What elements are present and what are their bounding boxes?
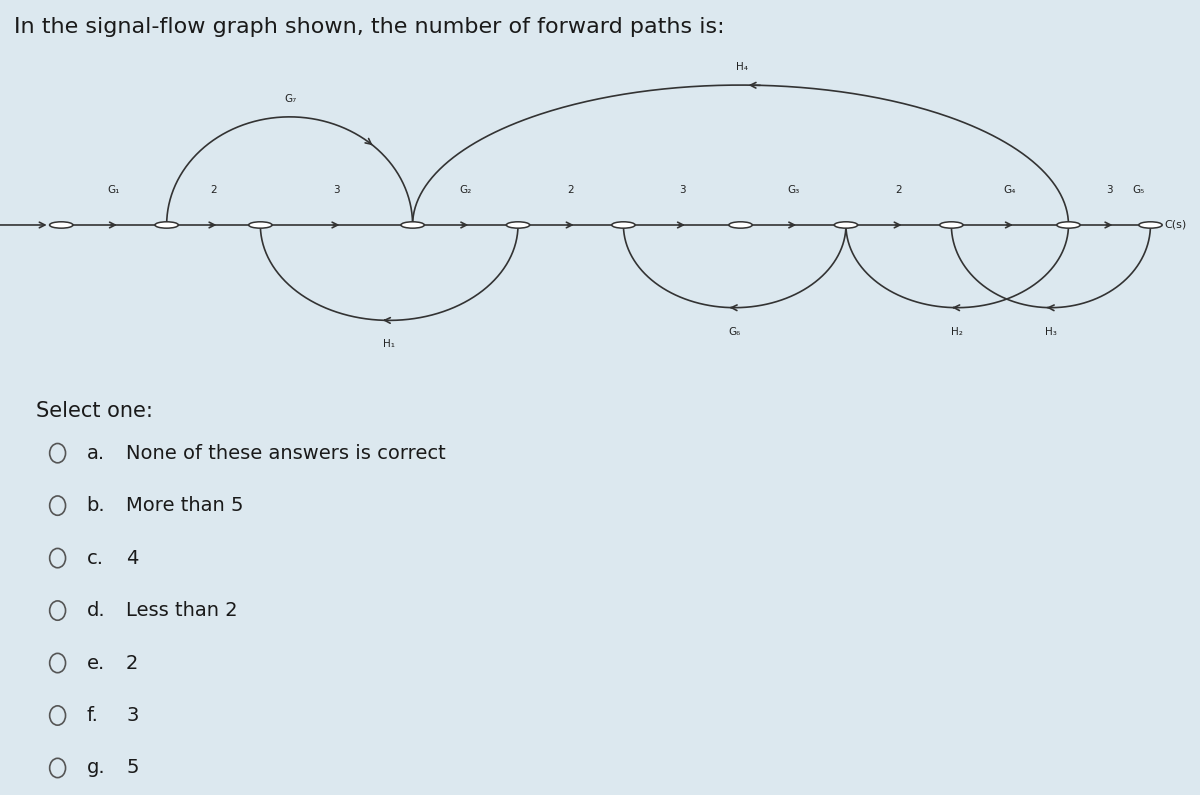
Text: 5: 5 bbox=[126, 758, 138, 778]
Circle shape bbox=[155, 222, 179, 228]
Text: 3: 3 bbox=[679, 185, 685, 195]
Text: H₂: H₂ bbox=[952, 327, 964, 337]
Text: G₂: G₂ bbox=[460, 185, 472, 195]
Text: Select one:: Select one: bbox=[36, 401, 152, 421]
Text: More than 5: More than 5 bbox=[126, 496, 244, 515]
Text: H₁: H₁ bbox=[383, 339, 395, 350]
Circle shape bbox=[728, 222, 752, 228]
Text: H₃: H₃ bbox=[1045, 327, 1057, 337]
Text: 4: 4 bbox=[126, 549, 138, 568]
Text: 2: 2 bbox=[210, 185, 217, 195]
Text: Less than 2: Less than 2 bbox=[126, 601, 238, 620]
Text: c.: c. bbox=[86, 549, 103, 568]
Circle shape bbox=[1057, 222, 1080, 228]
Text: G₃: G₃ bbox=[787, 185, 799, 195]
Text: G₇: G₇ bbox=[284, 94, 296, 104]
Text: 3: 3 bbox=[126, 706, 138, 725]
Circle shape bbox=[940, 222, 964, 228]
Circle shape bbox=[49, 222, 73, 228]
Circle shape bbox=[506, 222, 529, 228]
Text: 2: 2 bbox=[568, 185, 574, 195]
Text: 2: 2 bbox=[126, 653, 138, 673]
Circle shape bbox=[834, 222, 858, 228]
Text: 3: 3 bbox=[1106, 185, 1112, 195]
Text: e.: e. bbox=[86, 653, 104, 673]
Text: G₁: G₁ bbox=[108, 185, 120, 195]
Text: None of these answers is correct: None of these answers is correct bbox=[126, 444, 445, 463]
Text: f.: f. bbox=[86, 706, 98, 725]
Text: 3: 3 bbox=[334, 185, 340, 195]
Circle shape bbox=[401, 222, 425, 228]
Circle shape bbox=[1139, 222, 1162, 228]
Text: H₄: H₄ bbox=[737, 62, 749, 72]
Text: C(s): C(s) bbox=[1164, 220, 1187, 230]
Text: G₆: G₆ bbox=[728, 327, 740, 337]
Text: d.: d. bbox=[86, 601, 106, 620]
Circle shape bbox=[248, 222, 272, 228]
Text: G₄: G₄ bbox=[1003, 185, 1016, 195]
Text: a.: a. bbox=[86, 444, 104, 463]
Circle shape bbox=[612, 222, 635, 228]
Text: In the signal-flow graph shown, the number of forward paths is:: In the signal-flow graph shown, the numb… bbox=[14, 17, 725, 37]
Text: 2: 2 bbox=[895, 185, 902, 195]
Text: b.: b. bbox=[86, 496, 106, 515]
Text: g.: g. bbox=[86, 758, 106, 778]
Text: G₅: G₅ bbox=[1133, 185, 1145, 195]
